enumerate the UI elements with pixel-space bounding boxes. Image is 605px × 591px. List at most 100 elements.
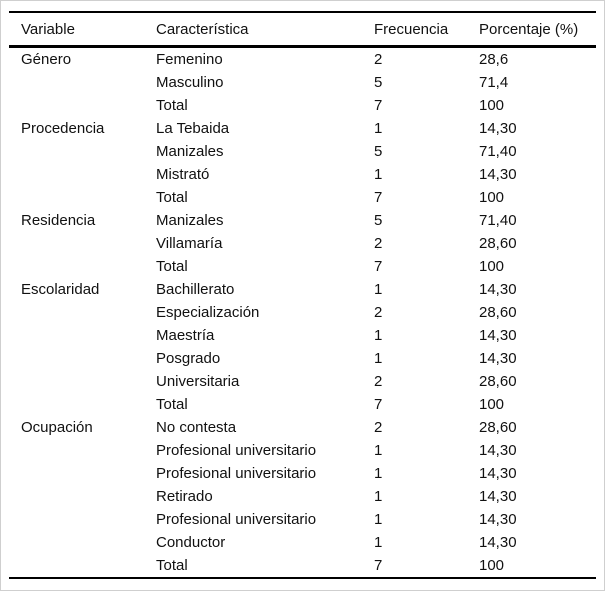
variable-cell [9, 508, 156, 531]
frecuencia-cell: 2 [374, 419, 383, 436]
table-row: Manizales 5 71,40 [9, 140, 596, 163]
column-header-frecuencia: Frecuencia [374, 12, 479, 48]
caracteristica-cell: Especialización [156, 304, 260, 321]
table-row: Total 7 100 [9, 94, 596, 117]
header-row: Variable Característica Frecuencia Porce… [9, 12, 596, 48]
variable-cell [9, 393, 156, 416]
caracteristica-cell: La Tebaida [156, 120, 230, 137]
table-row: Total 7 100 [9, 255, 596, 278]
table-row: Universitaria 2 28,60 [9, 370, 596, 393]
variable-cell [9, 347, 156, 370]
variable-cell [9, 255, 156, 278]
variable-cell [9, 140, 156, 163]
frecuencia-cell: 1 [374, 511, 383, 528]
frecuencia-cell: 5 [374, 74, 383, 91]
caracteristica-cell: Retirado [156, 488, 213, 505]
table-row: Retirado 1 14,30 [9, 485, 596, 508]
porcentaje-cell: 100 [479, 258, 505, 275]
frecuencia-cell: 1 [374, 465, 383, 482]
porcentaje-cell: 28,6 [479, 51, 509, 68]
porcentaje-cell: 28,60 [479, 419, 517, 436]
frecuencia-cell: 1 [374, 488, 383, 505]
frecuencia-cell: 7 [374, 97, 383, 114]
caracteristica-cell: Total [156, 258, 188, 275]
table-header: Variable Característica Frecuencia Porce… [9, 12, 596, 48]
table-row: Residencia Manizales 5 71,40 [9, 209, 596, 232]
frecuencia-cell: 1 [374, 534, 383, 551]
caracteristica-cell: Total [156, 97, 188, 114]
caracteristica-cell: Total [156, 557, 188, 574]
variable-cell [9, 232, 156, 255]
porcentaje-cell: 14,30 [479, 120, 517, 137]
frecuencia-cell: 1 [374, 166, 383, 183]
variable-cell: Escolaridad [21, 281, 100, 298]
frecuencia-cell: 5 [374, 143, 383, 160]
caracteristica-cell: Profesional universitario [156, 465, 317, 482]
porcentaje-cell: 14,30 [479, 350, 517, 367]
frecuencia-cell: 1 [374, 350, 383, 367]
caracteristica-cell: Masculino [156, 74, 224, 91]
frecuencia-cell: 7 [374, 258, 383, 275]
porcentaje-cell: 71,4 [479, 74, 509, 91]
table-row: Género Femenino 2 28,6 [9, 47, 596, 72]
caracteristica-cell: Profesional universitario [156, 511, 317, 528]
porcentaje-cell: 100 [479, 97, 505, 114]
caracteristica-cell: Manizales [156, 143, 224, 160]
frecuencia-cell: 2 [374, 235, 383, 252]
porcentaje-cell: 28,60 [479, 304, 517, 321]
frecuencia-cell: 2 [374, 304, 383, 321]
variable-cell [9, 462, 156, 485]
table-row: Escolaridad Bachillerato 1 14,30 [9, 278, 596, 301]
caracteristica-cell: Profesional universitario [156, 442, 317, 459]
column-header-caracteristica: Característica [156, 12, 374, 48]
column-header-porcentaje: Porcentaje (%) [479, 12, 596, 48]
variable-cell [9, 324, 156, 347]
table-row: Ocupación No contesta 2 28,60 [9, 416, 596, 439]
frecuencia-cell: 1 [374, 442, 383, 459]
frecuencia-cell: 7 [374, 189, 383, 206]
table-row: Total 7 100 [9, 554, 596, 578]
variable-cell [9, 301, 156, 324]
porcentaje-cell: 14,30 [479, 442, 517, 459]
porcentaje-cell: 71,40 [479, 212, 517, 229]
caracteristica-cell: Mistrató [156, 166, 210, 183]
variable-cell [9, 71, 156, 94]
caracteristica-cell: Manizales [156, 212, 224, 229]
caracteristica-cell: Conductor [156, 534, 226, 551]
porcentaje-cell: 100 [479, 189, 505, 206]
variable-cell [9, 186, 156, 209]
frecuencia-cell: 1 [374, 120, 383, 137]
porcentaje-cell: 71,40 [479, 143, 517, 160]
column-header-variable: Variable [9, 12, 156, 48]
table-row: Masculino 5 71,4 [9, 71, 596, 94]
caracteristica-cell: Femenino [156, 51, 223, 68]
demographics-table: Variable Característica Frecuencia Porce… [9, 11, 596, 579]
table-row: Especialización 2 28,60 [9, 301, 596, 324]
variable-cell: Ocupación [21, 419, 93, 436]
frecuencia-cell: 1 [374, 281, 383, 298]
table-row: Total 7 100 [9, 186, 596, 209]
variable-cell [9, 94, 156, 117]
table-row: Total 7 100 [9, 393, 596, 416]
variable-cell [9, 554, 156, 578]
porcentaje-cell: 100 [479, 396, 505, 413]
variable-cell [9, 485, 156, 508]
frecuencia-cell: 2 [374, 51, 383, 68]
table-row: Procedencia La Tebaida 1 14,30 [9, 117, 596, 140]
porcentaje-cell: 14,30 [479, 327, 517, 344]
frecuencia-cell: 1 [374, 327, 383, 344]
table-row: Maestría 1 14,30 [9, 324, 596, 347]
table-row: Profesional universitario 1 14,30 [9, 508, 596, 531]
variable-cell: Residencia [21, 212, 96, 229]
caracteristica-cell: Bachillerato [156, 281, 235, 298]
caracteristica-cell: Total [156, 189, 188, 206]
porcentaje-cell: 14,30 [479, 281, 517, 298]
table-row: Posgrado 1 14,30 [9, 347, 596, 370]
frecuencia-cell: 2 [374, 373, 383, 390]
frecuencia-cell: 7 [374, 557, 383, 574]
porcentaje-cell: 14,30 [479, 534, 517, 551]
frecuencia-cell: 7 [374, 396, 383, 413]
table-row: Profesional universitario 1 14,30 [9, 462, 596, 485]
caracteristica-cell: Posgrado [156, 350, 221, 367]
porcentaje-cell: 28,60 [479, 235, 517, 252]
